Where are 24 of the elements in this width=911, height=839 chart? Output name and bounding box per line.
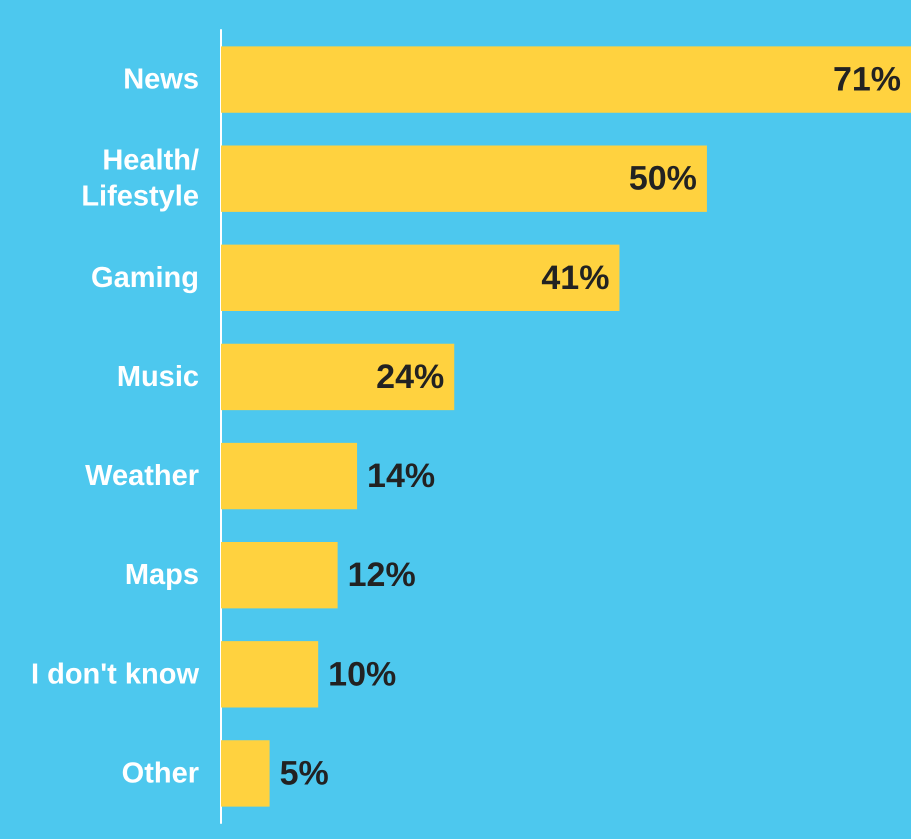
y-tick-label: Other — [122, 757, 199, 790]
y-tick-label: Maps — [124, 559, 199, 592]
bar — [221, 641, 318, 708]
data-label: 10% — [328, 655, 396, 694]
bar — [221, 145, 707, 212]
data-label: 71% — [832, 60, 901, 99]
y-tick-label: Gaming — [91, 262, 199, 294]
data-label: 50% — [628, 160, 697, 198]
y-tick-label: I don't know — [31, 658, 200, 690]
bar — [221, 542, 338, 608]
data-label: 24% — [376, 358, 444, 396]
y-tick-label: Weather — [85, 460, 199, 492]
data-label: 5% — [280, 754, 329, 792]
data-label: 12% — [348, 556, 416, 594]
bar — [221, 442, 358, 510]
y-tick-label: News — [123, 64, 199, 96]
bar — [221, 344, 454, 410]
bar — [221, 740, 270, 807]
data-label: 41% — [541, 258, 610, 297]
data-label: 14% — [367, 457, 436, 496]
bar — [221, 244, 620, 312]
bar — [221, 46, 911, 113]
y-tick-label: Music — [116, 360, 199, 393]
y-tick-label: Health/ Lifestyle — [81, 144, 199, 213]
